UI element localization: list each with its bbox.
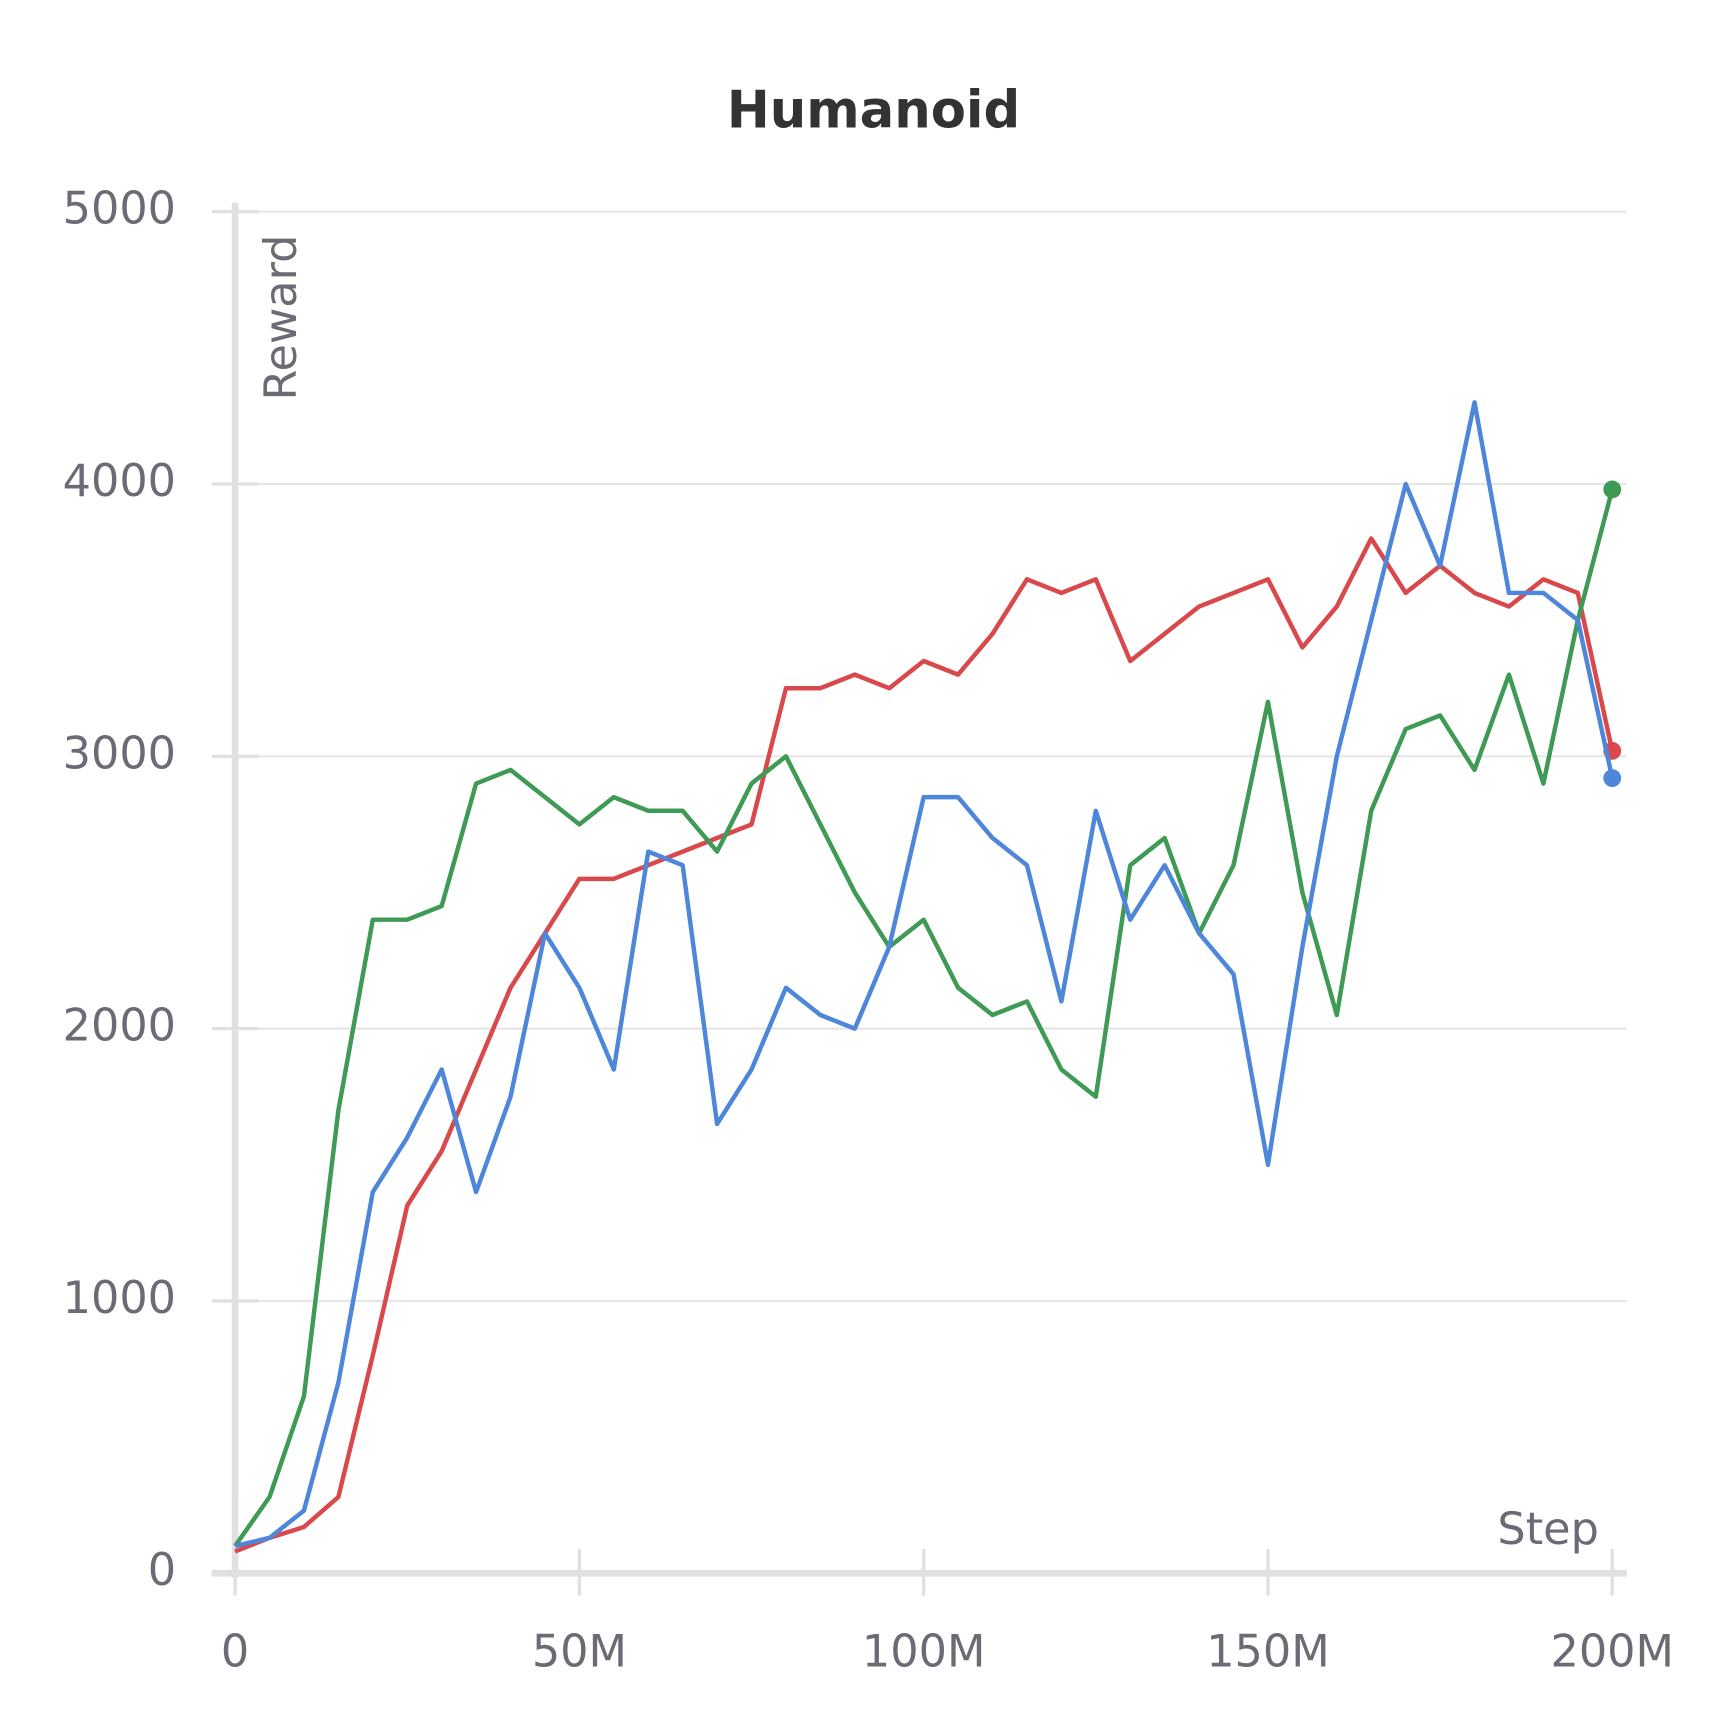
chart-title: Humanoid — [727, 81, 1020, 141]
y-axis-label: Reward — [255, 235, 307, 401]
y-tick-label: 4000 — [63, 455, 176, 507]
y-tick-label: 2000 — [63, 1000, 176, 1052]
x-tick-label: 100M — [862, 1626, 985, 1678]
series-line — [233, 488, 1615, 1548]
y-tick-label: 3000 — [63, 727, 176, 779]
x-tick-label: 150M — [1206, 1626, 1329, 1678]
series-line — [234, 536, 1615, 1554]
x-tick-label: 200M — [1551, 1626, 1674, 1678]
series-line — [234, 400, 1615, 1549]
end-point — [1603, 480, 1622, 499]
x-tick-label: 50M — [532, 1626, 627, 1678]
x-axis-label: Step — [1497, 1503, 1598, 1555]
x-tick-label: 0 — [221, 1626, 249, 1678]
y-tick-label: 1000 — [63, 1272, 176, 1324]
y-tick-label: 0 — [148, 1544, 176, 1596]
y-tick-label: 5000 — [63, 183, 176, 235]
end-point — [1603, 769, 1622, 788]
